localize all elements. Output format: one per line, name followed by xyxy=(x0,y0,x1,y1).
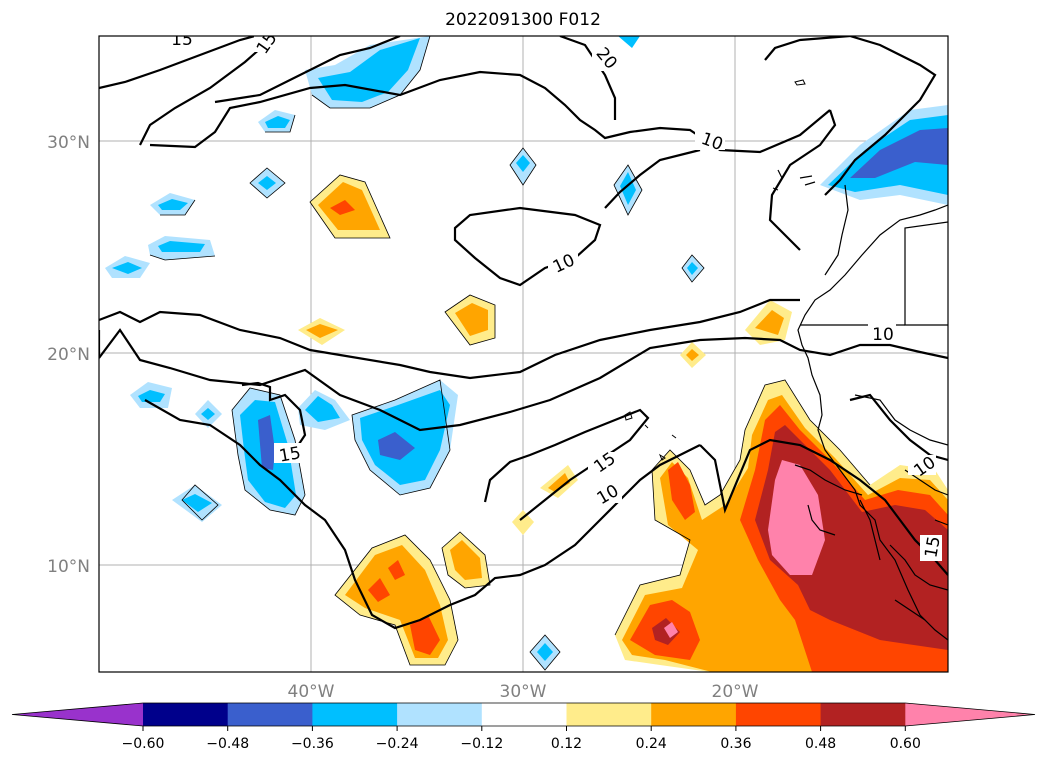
negative-anomaly-regions xyxy=(105,36,948,670)
pos-region xyxy=(388,560,405,580)
contour-label: 15 xyxy=(253,29,282,58)
map-area: 10 10 10 10 15 15 15 15 20 15 10 xyxy=(99,29,948,672)
neg-region xyxy=(305,396,340,422)
colorbar-segment xyxy=(566,703,652,726)
neg-region xyxy=(158,199,188,210)
neg-region xyxy=(258,176,276,190)
colorbar-tick-label: 0.12 xyxy=(551,736,582,752)
colorbar-tick-label: −0.60 xyxy=(122,736,165,752)
pos-region xyxy=(768,460,825,575)
colorbar-tick-label: −0.36 xyxy=(291,736,334,752)
pos-region xyxy=(330,200,355,215)
neg-region xyxy=(620,172,636,205)
neg-region xyxy=(201,408,215,420)
neg-region xyxy=(687,262,698,275)
colorbar-tick-label: 0.48 xyxy=(805,736,836,752)
pos-region xyxy=(755,310,784,335)
neg-region xyxy=(537,643,553,661)
pos-region xyxy=(664,622,678,638)
colorbar-tick-label: −0.12 xyxy=(460,736,503,752)
pos-region xyxy=(652,618,680,645)
latitude-labels: 30°N 20°N 10°N xyxy=(47,133,90,577)
colorbar-segment xyxy=(735,703,822,726)
map-title: 2022091300 F012 xyxy=(445,10,601,30)
neg-region xyxy=(618,36,640,48)
islands xyxy=(624,79,806,461)
colorbar-segment xyxy=(143,703,229,726)
lon-label: 40°W xyxy=(288,682,335,702)
neg-region xyxy=(258,415,275,470)
colorbar-extend-max xyxy=(905,703,1035,726)
contour-label: 10 xyxy=(872,325,894,345)
pos-region xyxy=(368,578,390,602)
neg-region xyxy=(138,390,165,402)
colorbar-tick-label: 0.60 xyxy=(890,736,921,752)
pos-region xyxy=(410,615,440,655)
lon-label: 20°W xyxy=(712,682,759,702)
neg-region xyxy=(112,262,142,274)
colorbar-segment xyxy=(820,703,906,726)
map-frame xyxy=(98,35,949,673)
pos-region xyxy=(512,510,534,535)
lat-label: 30°N xyxy=(47,133,90,153)
pos-region xyxy=(306,324,338,338)
lon-label: 30°W xyxy=(500,682,547,702)
longitude-labels: 40°W 30°W 20°W xyxy=(288,682,759,702)
contour-label: 15 xyxy=(278,443,303,466)
colorbar-segment xyxy=(651,703,737,726)
neg-region xyxy=(158,241,205,252)
contour-label: 15 xyxy=(921,535,944,560)
colorbar-tick-label: 0.36 xyxy=(720,736,751,752)
lat-label: 20°N xyxy=(47,345,90,365)
neg-region xyxy=(360,390,450,485)
colorbar-tick-label: −0.24 xyxy=(376,736,419,752)
pos-region xyxy=(450,540,482,580)
pos-region xyxy=(548,473,570,492)
gridlines xyxy=(99,36,948,672)
pos-region xyxy=(668,462,695,520)
colorbar-extend-min xyxy=(12,703,143,726)
positive-anomaly-regions xyxy=(298,175,948,672)
coastlines xyxy=(777,169,948,641)
neg-region xyxy=(516,155,530,172)
colorbar-tick-label: 0.24 xyxy=(636,736,667,752)
colorbar-segment xyxy=(481,703,567,726)
colorbar: −0.60 −0.48 −0.36 −0.24 −0.12 0.12 0.24 0.36 0.4… xyxy=(11,702,1036,752)
neg-region xyxy=(265,116,290,128)
colorbar-segment xyxy=(312,703,398,726)
colorbar-segment xyxy=(397,703,483,726)
pos-region xyxy=(686,349,699,361)
colorbar-tick-label: −0.48 xyxy=(206,736,249,752)
neg-region xyxy=(182,494,212,512)
neg-region xyxy=(850,128,948,178)
lat-label: 10°N xyxy=(47,557,90,577)
pos-region xyxy=(455,303,488,336)
neg-region xyxy=(378,432,415,460)
colorbar-segment xyxy=(227,703,313,726)
contour-label: 15 xyxy=(171,30,193,50)
